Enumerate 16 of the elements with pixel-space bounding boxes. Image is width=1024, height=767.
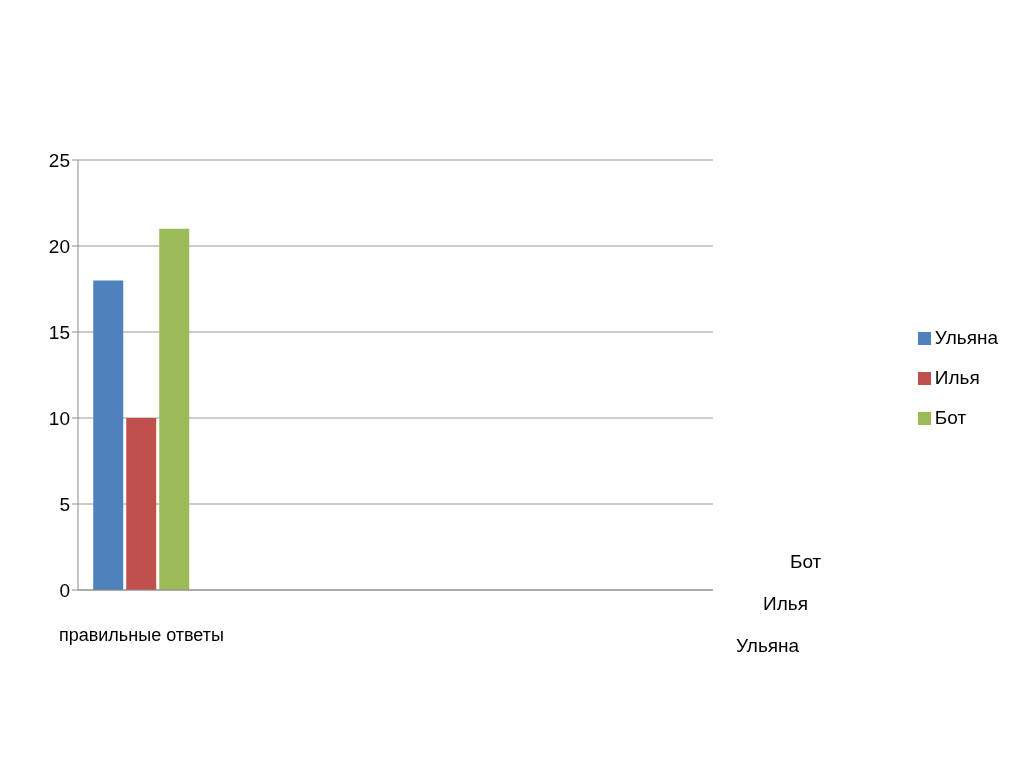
legend-label: Бот xyxy=(934,407,967,428)
depth-axis-label: Илья xyxy=(763,592,808,616)
bar xyxy=(159,228,190,590)
y-tick-label: 25 xyxy=(48,149,70,171)
x-tick-label: правильные ответы xyxy=(58,624,224,645)
y-tick-label: 0 xyxy=(59,579,70,601)
depth-axis-label: Бот xyxy=(790,550,822,574)
y-tick-label: 20 xyxy=(48,235,70,257)
legend-label: Илья xyxy=(934,367,980,388)
bar xyxy=(126,418,157,590)
depth-axis-label: Ульяна xyxy=(736,634,800,658)
y-tick-label: 10 xyxy=(48,407,70,429)
y-tick-label: 15 xyxy=(48,321,70,343)
bar xyxy=(93,280,124,590)
legend-label: Ульяна xyxy=(934,327,998,348)
y-tick-label: 5 xyxy=(59,493,70,515)
